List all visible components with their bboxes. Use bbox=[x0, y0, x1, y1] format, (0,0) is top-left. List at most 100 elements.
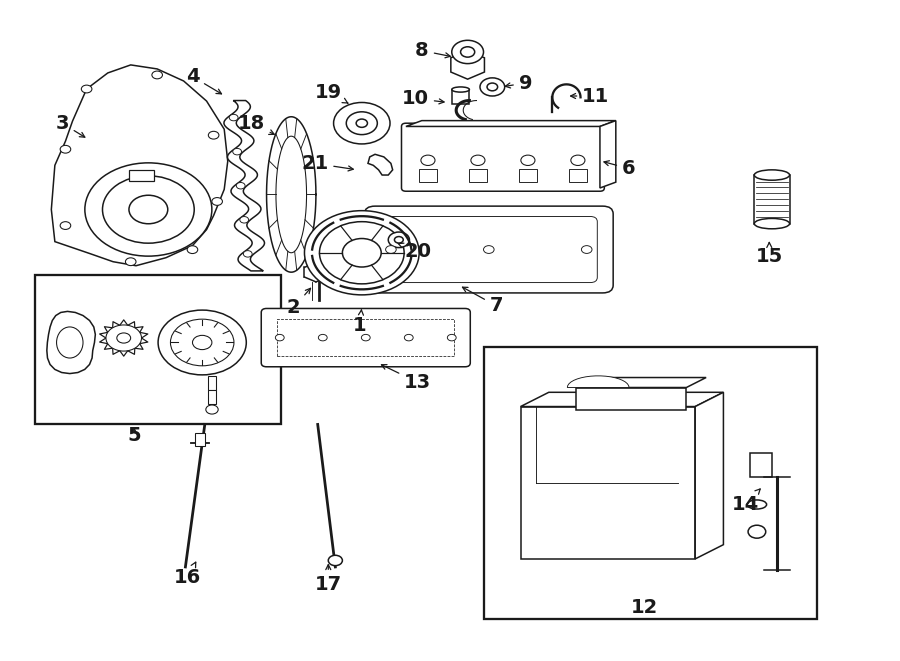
Circle shape bbox=[208, 132, 219, 139]
Text: 19: 19 bbox=[315, 83, 348, 103]
Circle shape bbox=[521, 155, 535, 165]
Circle shape bbox=[328, 555, 342, 566]
Circle shape bbox=[275, 334, 284, 341]
Text: 14: 14 bbox=[732, 489, 760, 514]
Text: 10: 10 bbox=[401, 89, 444, 108]
Ellipse shape bbox=[57, 327, 83, 358]
Circle shape bbox=[206, 405, 218, 414]
Circle shape bbox=[304, 211, 419, 295]
Circle shape bbox=[483, 246, 494, 253]
Circle shape bbox=[320, 221, 404, 284]
Circle shape bbox=[471, 155, 485, 165]
Text: 18: 18 bbox=[238, 114, 274, 134]
Circle shape bbox=[60, 145, 71, 153]
Text: 15: 15 bbox=[756, 243, 783, 266]
Circle shape bbox=[447, 334, 456, 341]
Bar bbox=[569, 169, 587, 182]
Text: 8: 8 bbox=[415, 41, 450, 60]
Circle shape bbox=[193, 335, 212, 350]
Text: 7: 7 bbox=[463, 287, 503, 315]
Circle shape bbox=[356, 119, 367, 128]
Ellipse shape bbox=[747, 500, 767, 509]
Circle shape bbox=[170, 319, 234, 366]
Text: 16: 16 bbox=[174, 562, 201, 588]
Polygon shape bbox=[520, 407, 695, 559]
Circle shape bbox=[346, 112, 377, 135]
Circle shape bbox=[106, 325, 141, 351]
Polygon shape bbox=[695, 392, 724, 559]
Ellipse shape bbox=[452, 87, 470, 92]
Circle shape bbox=[342, 239, 382, 267]
Bar bbox=[194, 433, 205, 446]
Text: 6: 6 bbox=[604, 159, 635, 178]
Text: 17: 17 bbox=[315, 564, 342, 594]
Circle shape bbox=[233, 149, 241, 155]
Bar bbox=[452, 89, 470, 104]
Text: 2: 2 bbox=[286, 288, 310, 317]
Text: 4: 4 bbox=[185, 67, 221, 94]
Polygon shape bbox=[224, 100, 265, 271]
Bar bbox=[35, 276, 281, 424]
Circle shape bbox=[239, 217, 248, 223]
Circle shape bbox=[362, 334, 370, 341]
Circle shape bbox=[212, 198, 222, 206]
Circle shape bbox=[388, 232, 410, 248]
Circle shape bbox=[571, 155, 585, 165]
Circle shape bbox=[404, 334, 413, 341]
Bar bbox=[469, 169, 487, 182]
Text: 12: 12 bbox=[630, 598, 658, 617]
Polygon shape bbox=[51, 65, 228, 266]
Circle shape bbox=[237, 182, 245, 189]
Polygon shape bbox=[576, 377, 706, 387]
Bar bbox=[483, 346, 817, 619]
Circle shape bbox=[487, 83, 498, 91]
Circle shape bbox=[103, 176, 194, 243]
Circle shape bbox=[480, 78, 505, 96]
Text: 5: 5 bbox=[128, 426, 141, 445]
Text: 3: 3 bbox=[56, 114, 85, 137]
FancyBboxPatch shape bbox=[364, 206, 613, 293]
Circle shape bbox=[581, 246, 592, 253]
Text: 13: 13 bbox=[382, 365, 431, 392]
Bar bbox=[419, 169, 436, 182]
Bar bbox=[129, 170, 154, 181]
Circle shape bbox=[394, 237, 403, 243]
Text: 11: 11 bbox=[571, 87, 609, 106]
Bar bbox=[208, 389, 216, 404]
Circle shape bbox=[385, 246, 396, 253]
Polygon shape bbox=[520, 392, 724, 407]
Text: 9: 9 bbox=[505, 73, 532, 93]
Bar bbox=[751, 453, 772, 477]
Circle shape bbox=[60, 221, 71, 229]
Circle shape bbox=[319, 334, 328, 341]
Circle shape bbox=[230, 114, 238, 121]
Bar bbox=[208, 376, 216, 391]
Text: 21: 21 bbox=[301, 154, 354, 173]
Circle shape bbox=[117, 333, 130, 343]
Circle shape bbox=[243, 251, 252, 257]
Circle shape bbox=[748, 525, 766, 538]
FancyBboxPatch shape bbox=[401, 123, 605, 191]
Text: 1: 1 bbox=[353, 310, 367, 335]
Circle shape bbox=[334, 102, 390, 144]
Polygon shape bbox=[576, 387, 687, 410]
Circle shape bbox=[125, 258, 136, 266]
Bar bbox=[754, 175, 789, 223]
Polygon shape bbox=[368, 154, 392, 175]
Circle shape bbox=[452, 40, 483, 63]
Circle shape bbox=[85, 163, 212, 256]
Polygon shape bbox=[600, 120, 616, 188]
Polygon shape bbox=[567, 376, 629, 387]
Ellipse shape bbox=[754, 170, 789, 180]
Circle shape bbox=[461, 47, 474, 57]
Circle shape bbox=[158, 310, 247, 375]
Circle shape bbox=[81, 85, 92, 93]
Circle shape bbox=[187, 246, 198, 254]
Bar bbox=[519, 169, 536, 182]
Ellipse shape bbox=[754, 218, 789, 229]
Polygon shape bbox=[47, 311, 95, 373]
Polygon shape bbox=[406, 120, 616, 126]
Circle shape bbox=[421, 155, 435, 165]
FancyBboxPatch shape bbox=[261, 309, 471, 367]
Circle shape bbox=[129, 195, 167, 223]
